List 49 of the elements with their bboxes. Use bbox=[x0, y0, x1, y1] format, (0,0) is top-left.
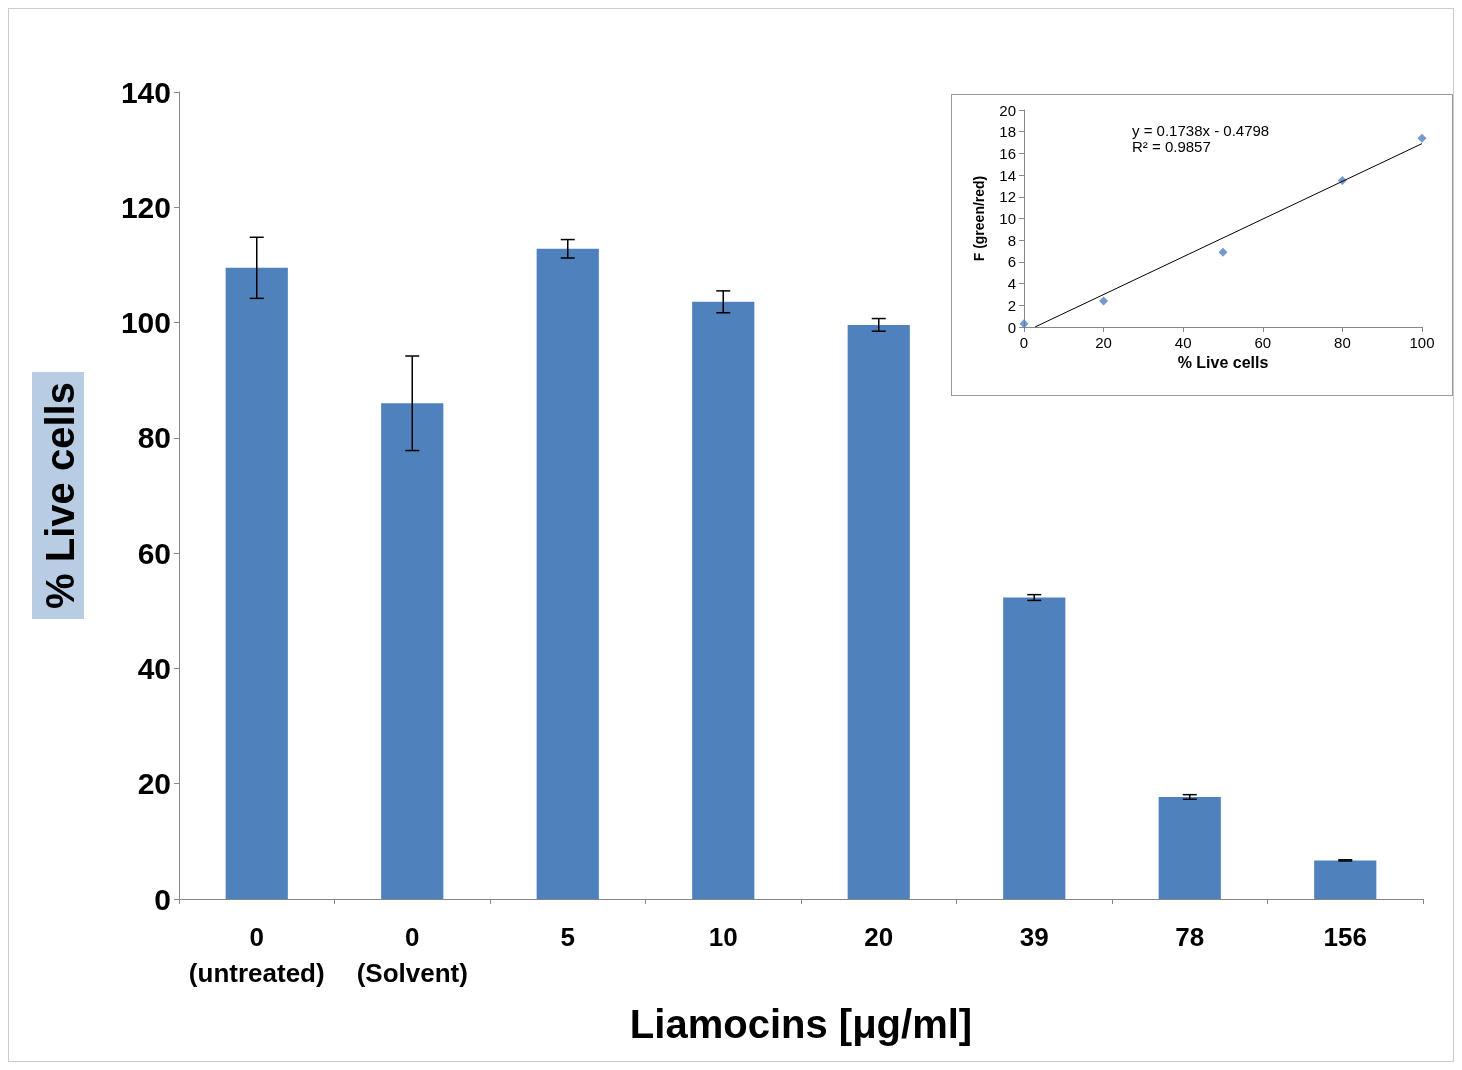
y-axis-title: F (green/red) bbox=[971, 175, 987, 262]
y-tick-label: 20 bbox=[137, 767, 171, 801]
y-tick-label: 0 bbox=[1007, 318, 1016, 336]
y-tick-label: 12 bbox=[999, 188, 1016, 206]
point bbox=[1099, 296, 1109, 306]
x-tick-label: 0 bbox=[1019, 334, 1029, 351]
y-tick-label: 16 bbox=[999, 144, 1016, 162]
x-tick-label: 40 bbox=[1174, 334, 1192, 351]
y-tick-label: 4 bbox=[1007, 275, 1016, 293]
x-tick-label: 0 (untreated) bbox=[188, 922, 325, 988]
x-tick-label: 20 bbox=[1095, 334, 1112, 351]
y-tick-label: 20 bbox=[999, 101, 1016, 119]
y-tick-label: 0 bbox=[154, 882, 171, 916]
x-tick-label: 100 bbox=[1409, 334, 1435, 351]
x-tick-label: 60 bbox=[1254, 334, 1272, 351]
x-tick-label: 10 bbox=[708, 922, 738, 952]
y-axis-title: % Live cells bbox=[38, 382, 82, 609]
y-tick-label: 14 bbox=[999, 166, 1016, 184]
y-tick-label: 6 bbox=[1007, 253, 1016, 271]
x-tick-label: 5 bbox=[560, 922, 575, 952]
x-axis-title: % Live cells bbox=[1177, 354, 1269, 372]
x-tick-label: 20 bbox=[864, 922, 894, 952]
y-tick-label: 60 bbox=[137, 536, 171, 570]
y-tick-label: 140 bbox=[120, 75, 171, 109]
bar bbox=[847, 324, 910, 899]
y-tick-label: 80 bbox=[137, 421, 171, 455]
x-tick-label: 156 bbox=[1323, 922, 1367, 952]
x-tick-label: 80 bbox=[1334, 334, 1351, 351]
bar bbox=[225, 267, 288, 899]
bar bbox=[692, 301, 755, 899]
y-tick-label: 120 bbox=[120, 190, 171, 224]
x-axis-title: Liamocins [μg/ml] bbox=[629, 1002, 973, 1046]
y-tick-label: 18 bbox=[999, 123, 1016, 141]
x-tick-label: 39 bbox=[1019, 922, 1049, 952]
point bbox=[1218, 247, 1228, 257]
bar bbox=[1314, 860, 1377, 899]
y-tick-label: 2 bbox=[1007, 296, 1016, 314]
annotation: y = 0.1738x - 0.4798 bbox=[1132, 122, 1270, 139]
annotation: R² = 0.9857 bbox=[1132, 138, 1211, 155]
bar bbox=[1158, 796, 1221, 899]
bar bbox=[381, 403, 444, 899]
bar bbox=[1003, 597, 1066, 899]
x-tick-label: 78 bbox=[1175, 922, 1205, 952]
point bbox=[1417, 133, 1427, 143]
y-tick-label: 40 bbox=[137, 651, 171, 685]
y-tick-label: 8 bbox=[1007, 231, 1016, 249]
bar bbox=[536, 248, 599, 899]
x-tick-label: 0 (Solvent) bbox=[356, 922, 468, 988]
y-tick-label: 10 bbox=[999, 210, 1016, 227]
